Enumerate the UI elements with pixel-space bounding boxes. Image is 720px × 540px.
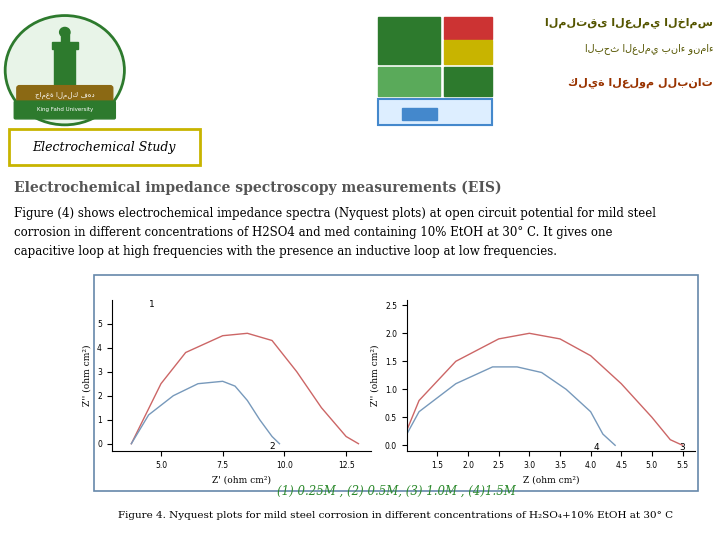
Text: 3: 3 [680, 443, 685, 452]
Bar [402, 108, 436, 120]
X-axis label: Z' (ohm cm²): Z' (ohm cm²) [212, 475, 271, 484]
Circle shape [60, 28, 70, 37]
Bar [378, 17, 440, 64]
Text: جامعة الملك فهد: جامعة الملك فهد [35, 92, 94, 99]
FancyBboxPatch shape [94, 275, 698, 491]
Bar [52, 42, 78, 49]
Y-axis label: Z'' (ohm cm²): Z'' (ohm cm²) [83, 345, 91, 406]
Bar [55, 46, 75, 88]
X-axis label: Z (ohm cm²): Z (ohm cm²) [523, 475, 579, 484]
Text: (1) 0.25M , (2) 0.5M, (3) 1.0M , (4)1.5M: (1) 0.25M , (2) 0.5M, (3) 1.0M , (4)1.5M [276, 485, 516, 498]
Bar [444, 40, 492, 64]
Text: Figure 4. Nyquest plots for mild steel corrosion in different concentrations of : Figure 4. Nyquest plots for mild steel c… [118, 511, 674, 521]
Circle shape [5, 16, 125, 125]
Text: البحث العلمي بناء ونماء: البحث العلمي بناء ونماء [585, 43, 713, 55]
Bar [378, 99, 492, 125]
Text: Figure (4) shows electrochemical impedance spectra (Nyquest plots) at open circu: Figure (4) shows electrochemical impedan… [14, 207, 656, 258]
Bar [61, 32, 68, 42]
FancyBboxPatch shape [17, 86, 113, 106]
Text: 1: 1 [148, 300, 154, 309]
Text: 4: 4 [594, 443, 599, 452]
Text: Electrochemical impedance spectroscopy measurements (EIS): Electrochemical impedance spectroscopy m… [14, 180, 502, 195]
Text: Electrochemical Study: Electrochemical Study [32, 140, 176, 154]
Bar [378, 99, 492, 125]
Text: الملتقى العلمي الخامس: الملتقى العلمي الخامس [545, 17, 713, 28]
Y-axis label: Z'' (ohm cm²): Z'' (ohm cm²) [370, 345, 379, 406]
FancyBboxPatch shape [14, 101, 115, 119]
Bar [444, 66, 492, 96]
Text: King Fahd University: King Fahd University [37, 107, 93, 112]
Bar [444, 17, 492, 39]
Text: كلية العلوم للبنات: كلية العلوم للبنات [568, 77, 713, 87]
Bar [378, 66, 440, 96]
Text: RESULTS AND DISCUSSION: RESULTS AND DISCUSSION [141, 63, 348, 77]
Text: 2: 2 [269, 442, 275, 451]
